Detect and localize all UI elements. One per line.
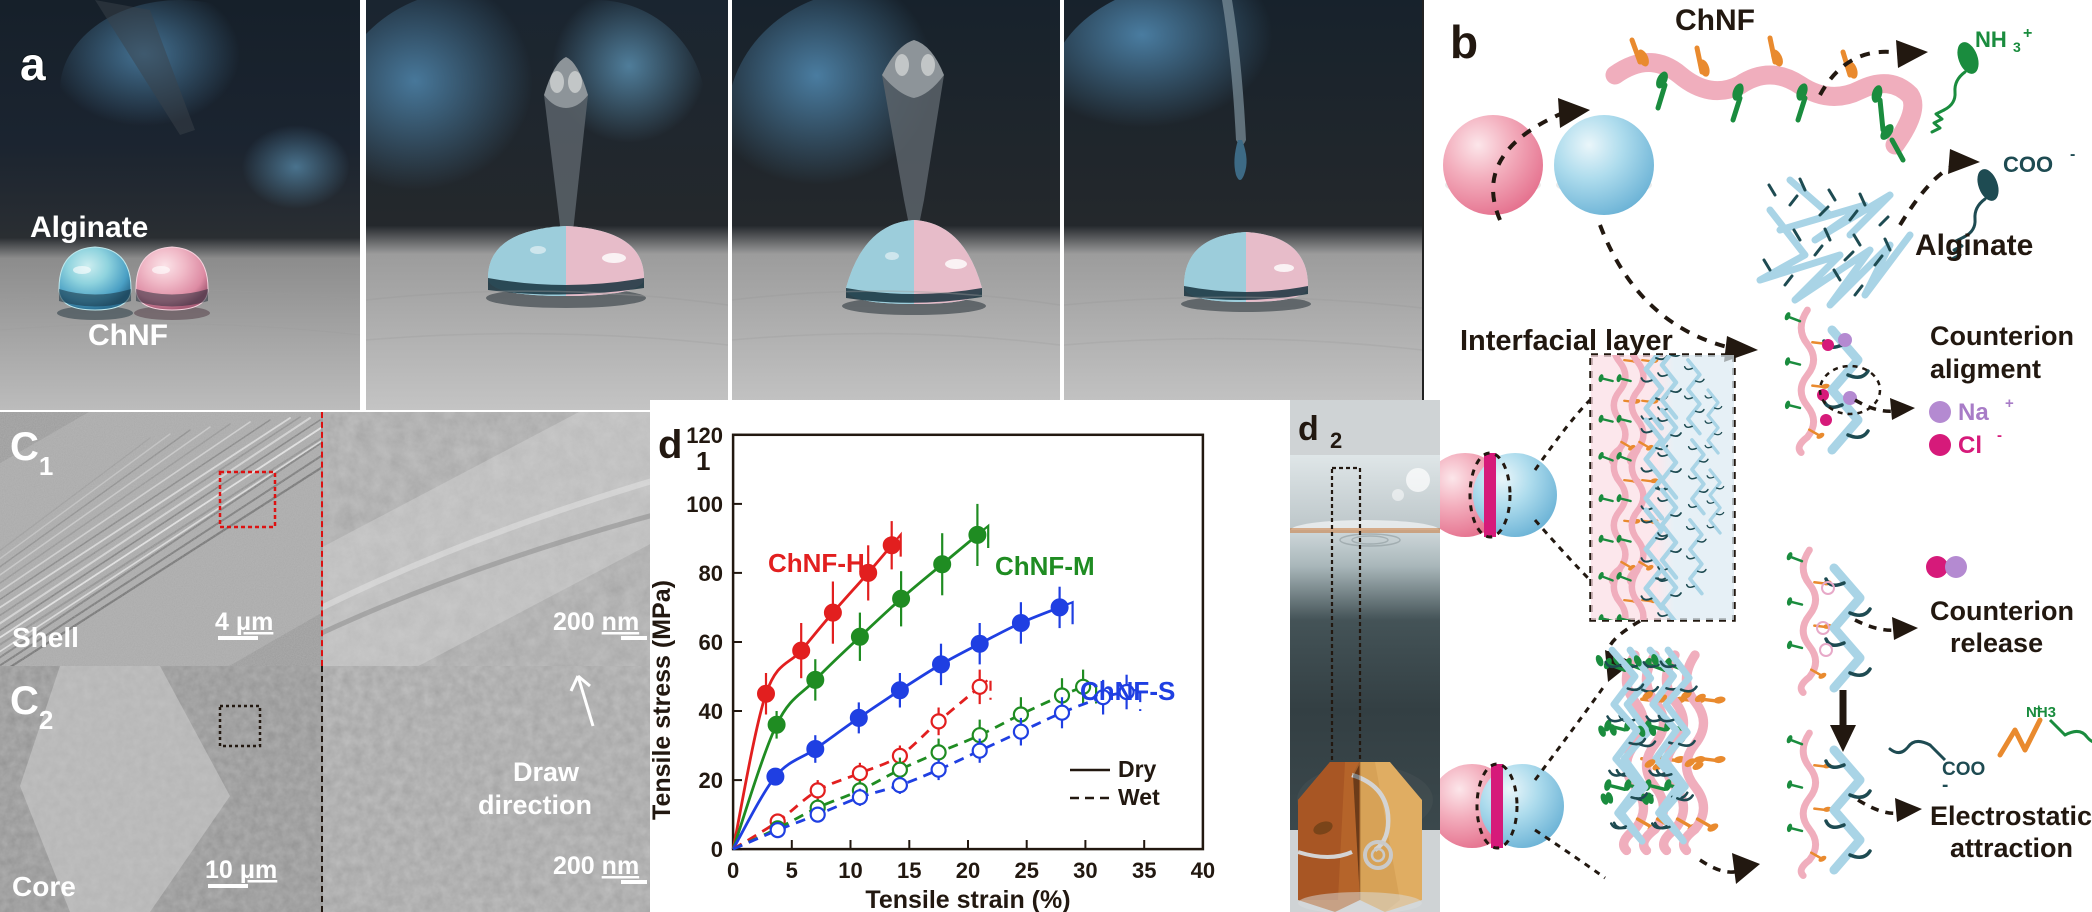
svg-text:Counterion: Counterion [1930, 321, 2074, 351]
svg-text:-: - [1997, 427, 2002, 444]
svg-text:Tensile stress (MPa): Tensile stress (MPa) [650, 580, 676, 820]
svg-text:aligment: aligment [1930, 354, 2041, 384]
svg-text:25: 25 [1014, 858, 1038, 883]
svg-text:20: 20 [956, 858, 980, 883]
svg-text:100: 100 [686, 492, 723, 517]
svg-text:15: 15 [897, 858, 921, 883]
svg-text:Electrostatic: Electrostatic [1930, 801, 2092, 831]
svg-text:10 μm: 10 μm [205, 856, 277, 884]
svg-text:direction: direction [478, 790, 592, 820]
svg-text:Tensile strain (%): Tensile strain (%) [865, 886, 1070, 912]
svg-text:NH: NH [1975, 27, 2007, 52]
svg-text:ChNF-S: ChNF-S [1080, 676, 1175, 706]
svg-text:40: 40 [699, 699, 723, 724]
svg-text:0: 0 [711, 837, 723, 862]
svg-text:30: 30 [1073, 858, 1097, 883]
svg-text:40: 40 [1191, 858, 1215, 883]
svg-text:3: 3 [2013, 39, 2021, 55]
svg-text:ChNF-M: ChNF-M [995, 551, 1095, 581]
svg-text:1: 1 [696, 446, 710, 476]
svg-text:4 μm: 4 μm [215, 608, 273, 636]
svg-text:60: 60 [699, 630, 723, 655]
svg-text:20: 20 [699, 768, 723, 793]
svg-text:-: - [1942, 775, 1948, 796]
svg-text:b: b [1450, 16, 1478, 68]
svg-text:a: a [20, 38, 46, 90]
svg-text:d: d [1298, 410, 1319, 448]
svg-text:+: + [2005, 395, 2014, 412]
svg-text:Alginate: Alginate [30, 211, 148, 244]
svg-text:35: 35 [1132, 858, 1156, 883]
svg-text:ChNF: ChNF [1675, 4, 1755, 37]
svg-text:120: 120 [686, 423, 723, 448]
svg-text:COO: COO [2003, 152, 2053, 177]
svg-text:Cl: Cl [1958, 432, 1982, 459]
svg-text:200 nm: 200 nm [553, 852, 639, 880]
svg-text:d: d [658, 423, 682, 467]
svg-text:-: - [2070, 146, 2075, 163]
svg-text:Draw: Draw [513, 757, 580, 787]
svg-text:Core: Core [12, 871, 76, 902]
svg-text:Alginate: Alginate [1915, 229, 2033, 262]
svg-text:200 nm: 200 nm [553, 608, 639, 636]
svg-text:80: 80 [699, 561, 723, 586]
svg-text:10: 10 [838, 858, 862, 883]
svg-text:ChNF: ChNF [88, 319, 168, 352]
svg-text:+: + [2023, 25, 2032, 42]
svg-text:Na: Na [1958, 399, 1989, 426]
svg-text:Wet: Wet [1118, 784, 1160, 810]
svg-text:Interfacial layer: Interfacial layer [1460, 325, 1673, 357]
svg-text:Counterion: Counterion [1930, 596, 2074, 626]
svg-text:0: 0 [727, 858, 739, 883]
svg-text:COO: COO [1942, 759, 1985, 780]
svg-text:2: 2 [1330, 428, 1342, 453]
svg-text:release: release [1950, 628, 2043, 658]
svg-text:Dry: Dry [1118, 756, 1157, 782]
svg-text:Shell: Shell [12, 622, 79, 653]
svg-text:NH3: NH3 [2026, 704, 2056, 721]
svg-text:ChNF-H: ChNF-H [768, 548, 865, 578]
svg-text:5: 5 [786, 858, 798, 883]
svg-text:attraction: attraction [1950, 833, 2073, 863]
